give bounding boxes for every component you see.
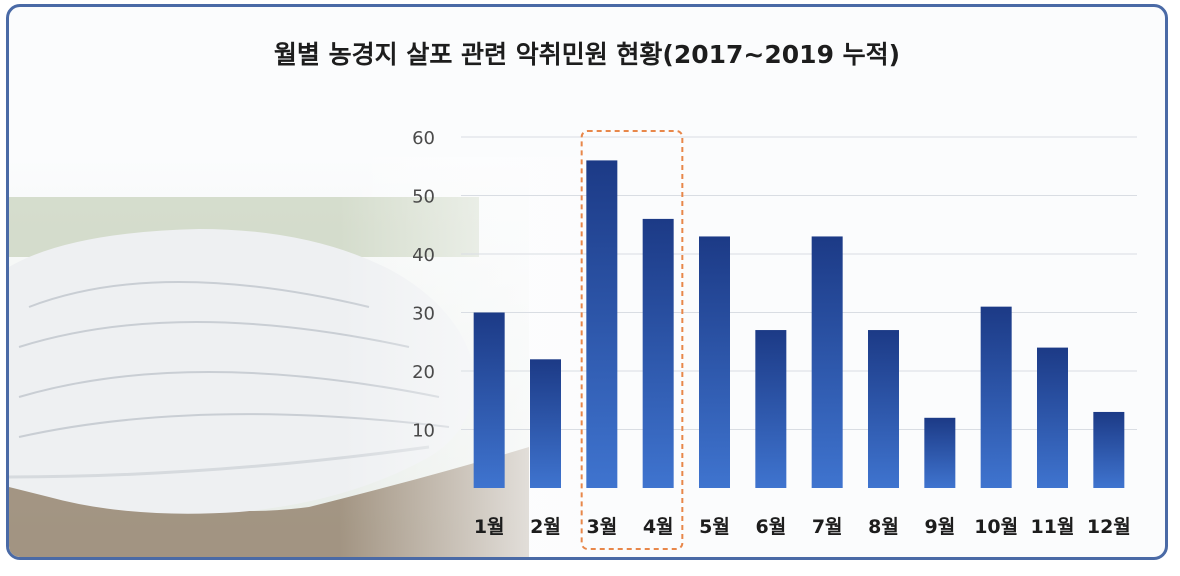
y-axis-ticks: 10 20 30 40 50 60 [412, 128, 435, 442]
y-tick-label: 10 [412, 421, 435, 442]
background-photo [9, 157, 609, 557]
bar [811, 236, 843, 488]
x-tick-label: 1월 [474, 516, 505, 538]
bar [1037, 347, 1068, 488]
x-tick-label: 4월 [643, 516, 674, 538]
bar [755, 330, 787, 488]
grid-lines [461, 136, 1137, 430]
chart-frame: 월별 농경지 살포 관련 악취민원 현황(2017~2019 누적) [6, 4, 1168, 560]
bar [699, 236, 730, 488]
highlight-box [580, 130, 684, 550]
x-tick-label: 3월 [586, 516, 617, 538]
x-tick-label: 6월 [755, 516, 786, 538]
x-tick-label: 7월 [812, 516, 843, 538]
y-tick-label: 30 [412, 304, 435, 325]
bars [473, 160, 1125, 488]
bar [980, 306, 1012, 488]
x-axis-labels: 1월 2월 3월 4월 5월 6월 7월 8월 9월 10월 11월 12월 [474, 516, 1131, 538]
bar [530, 359, 561, 488]
chart-title: 월별 농경지 살포 관련 악취민원 현황(2017~2019 누적) [273, 40, 901, 69]
highlight-dashed-box [580, 130, 684, 550]
chart-canvas: 10 20 30 40 50 60 1월 2월 3월 4월 5월 6월 7월 8월 9월 10월 11월 12월 [9, 128, 1137, 557]
bar [473, 312, 505, 488]
bar [868, 330, 899, 488]
x-tick-label: 12월 [1087, 516, 1131, 538]
bar [924, 417, 956, 488]
y-tick-label: 50 [412, 187, 435, 208]
bar [586, 160, 618, 488]
bar [1093, 411, 1125, 488]
x-tick-label: 2월 [530, 516, 561, 538]
y-tick-label: 60 [412, 128, 435, 149]
x-tick-label: 8월 [868, 516, 899, 538]
y-tick-label: 20 [412, 362, 435, 383]
y-tick-label: 40 [412, 245, 435, 266]
x-tick-label: 5월 [699, 516, 730, 538]
x-tick-label: 11월 [1031, 516, 1075, 538]
bar [642, 218, 674, 488]
x-tick-label: 9월 [924, 516, 955, 538]
x-tick-label: 10월 [974, 516, 1018, 538]
